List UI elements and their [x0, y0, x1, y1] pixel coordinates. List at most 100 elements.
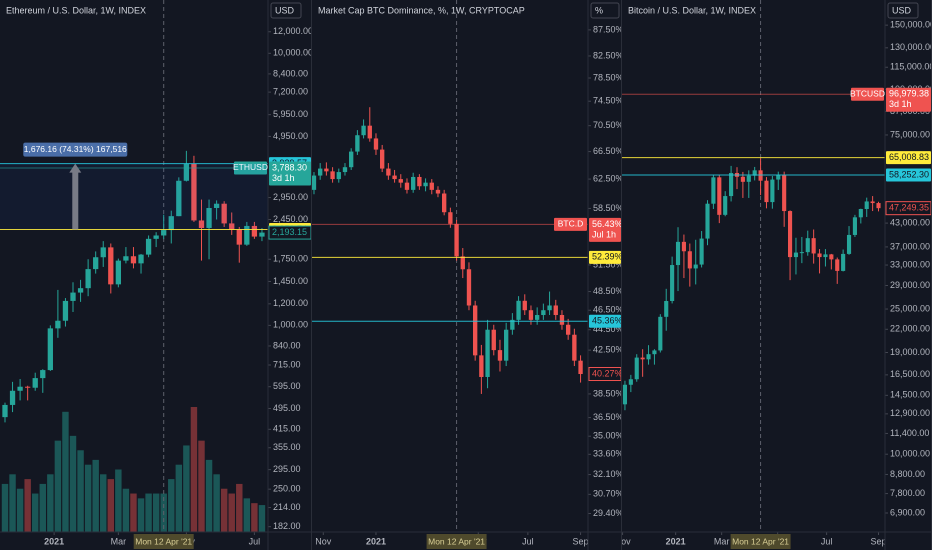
y-tick-label: 150,000.00 [890, 20, 932, 30]
volume-bar [251, 503, 258, 532]
price-tag-value: 58,252.30 [889, 169, 929, 179]
last-price-label: 40.27% [592, 368, 623, 378]
candle-body [361, 125, 366, 136]
candle-body [176, 180, 182, 217]
volume-bar [100, 474, 107, 532]
candle-body [723, 196, 728, 215]
candle-body [2, 404, 8, 418]
measure-arrow [72, 171, 79, 230]
candle-body [312, 175, 317, 190]
y-tick-label: 182.00 [273, 521, 301, 531]
candle-body [460, 256, 465, 270]
price-tag-value: 45.36% [592, 316, 623, 326]
symbol-tag [234, 161, 267, 175]
candle-body [528, 310, 534, 320]
y-tick-label: 70.50% [593, 120, 624, 130]
y-tick-label: 12,000.00 [273, 26, 313, 36]
symbol-tag [851, 87, 884, 101]
y-tick-label: 25,000.00 [890, 303, 930, 313]
price-tag [886, 87, 931, 112]
measure-label: 1,676.16 (74.31%) 167,516 [24, 144, 127, 154]
candle-body [547, 305, 552, 311]
y-tick-label: 595.00 [273, 381, 301, 391]
volume-bar [205, 459, 213, 532]
y-tick-label: 12,900.00 [890, 408, 930, 418]
candle-body [355, 135, 360, 152]
y-tick-label: 115,000.00 [890, 62, 932, 72]
candle-body [652, 350, 657, 355]
volume-bar [54, 440, 62, 532]
volume-bar [236, 483, 243, 532]
candle-body [522, 300, 527, 311]
volume-bar [32, 493, 39, 532]
price-tag-value: 3,788.30 [272, 162, 307, 172]
candle-body [634, 357, 639, 380]
candle-body [411, 176, 416, 190]
candle-body [448, 212, 453, 224]
candle-body [466, 269, 472, 306]
candle-body [485, 329, 490, 377]
candle-body [221, 203, 227, 224]
candle-body [503, 329, 509, 361]
y-tick-label: 33,000.00 [890, 259, 930, 269]
candle-body [740, 176, 745, 182]
candle-body [130, 256, 137, 264]
y-tick-label: 214.00 [273, 502, 301, 512]
candle-body [100, 247, 106, 258]
candle-body [229, 223, 235, 230]
price-tag-value: 56.43% [592, 219, 623, 229]
y-tick-label: 130,000.00 [890, 42, 932, 52]
candle-body [380, 149, 385, 169]
candle-body [62, 300, 69, 321]
price-tag [886, 151, 931, 165]
y-tick-label: 29,000.00 [890, 280, 930, 290]
candle-body [25, 386, 31, 388]
y-tick-label: 16,500.00 [890, 369, 930, 379]
candle-body [516, 300, 521, 320]
y-tick-label: 5,950.00 [273, 109, 308, 119]
symbol-tag [554, 217, 587, 231]
y-tick-label: 8,800.00 [890, 469, 925, 479]
candle-body [693, 264, 698, 269]
chart-title: Market Cap BTC Dominance, %, 1W, CRYPTOC… [318, 5, 525, 15]
candle-body [330, 171, 335, 180]
candle-body [183, 163, 190, 181]
y-tick-label: 44.50% [593, 324, 624, 334]
candle-body [687, 251, 692, 269]
x-tick-label: Mar [111, 536, 127, 546]
candle-body [565, 324, 571, 335]
y-tick-label: 715.00 [273, 359, 301, 369]
candle-body [479, 355, 484, 377]
candle-body [746, 175, 751, 182]
price-axis: 150,000.00130,000.00115,000.00100,000.00… [885, 20, 932, 517]
y-tick-label: 38.50% [593, 388, 624, 398]
crosshair-date-box [426, 534, 487, 549]
volume-bar [243, 498, 251, 532]
volume-bar [92, 459, 99, 532]
y-tick-label: 295.00 [273, 464, 301, 474]
candle-body [497, 350, 503, 361]
candle-body [787, 211, 793, 258]
candle-body [776, 175, 781, 180]
candle-body [553, 305, 558, 316]
volume-bar [220, 488, 228, 532]
y-tick-label: 62.50% [593, 173, 624, 183]
volume-bar [213, 474, 220, 532]
volume-bar [24, 479, 31, 532]
volume-bar [152, 493, 160, 532]
candle-body [40, 370, 46, 379]
volume-bar [145, 493, 152, 532]
candle-body [534, 315, 540, 320]
x-tick-label: Jul [821, 536, 833, 546]
candle-body [764, 180, 769, 203]
y-tick-label: 1,200.00 [273, 298, 308, 308]
y-tick-label: 8,400.00 [273, 68, 308, 78]
price-tag-countdown: 3d 1h [272, 173, 295, 183]
candle-body [628, 379, 633, 385]
candle-body [342, 167, 348, 173]
volume-bar [190, 407, 198, 532]
y-tick-label: 19,000.00 [890, 347, 930, 357]
candle-body [572, 334, 577, 361]
